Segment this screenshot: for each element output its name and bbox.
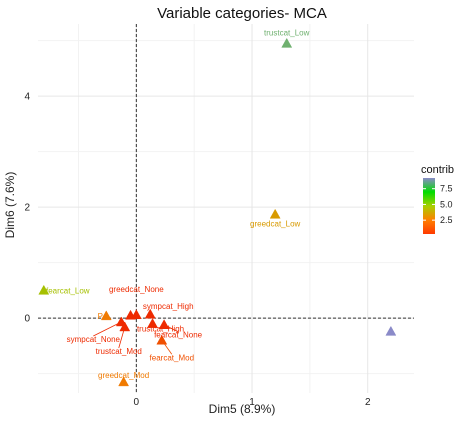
data-point [158,319,170,329]
point-label: greedcat_Low [250,219,300,228]
legend-ticks: 2.5 5.0 7.5 [423,184,453,225]
y-tick-label: 2 [24,203,30,214]
data-point [119,321,131,332]
legend-tick-label: 7.5 [440,184,453,194]
data-point [385,325,397,336]
point-label-fragment: P [98,312,103,321]
legend-title: contrib [421,164,454,176]
point-label: fearcat_Mod [150,353,194,362]
data-point [125,309,136,320]
data-point [144,308,156,319]
y-tick-label: 0 [24,314,30,325]
data-point [38,284,50,295]
x-tick-label: 0 [134,397,140,408]
chart-title: Variable categories- MCA [157,5,327,22]
x-tick-label: 1 [249,397,255,408]
points [38,37,397,387]
point-label: sympcat_High [143,302,194,311]
x-tick-label: 2 [365,397,371,408]
data-point [281,37,293,48]
point-label: trustcat_High [137,325,184,334]
data-point [269,208,281,219]
point-label: sympcat_None [67,335,121,344]
axes: 0 1 2 0 2 4 [24,92,371,408]
data-point [156,334,168,345]
point-label: greedcat_Mod [98,371,149,380]
point-label: trustcat_Mod [96,347,142,356]
x-axis-title: Dim5 (8.9%) [209,402,276,416]
data-point [147,318,158,328]
y-tick-label: 4 [24,92,30,103]
point-label: trustcat_Low [264,28,310,37]
data-point [118,376,130,387]
legend-tick-label: 5.0 [440,199,453,209]
reference-lines [38,24,414,393]
legend: contrib 2.5 5.0 7.5 [421,164,454,234]
y-axis-title: Dim6 (7.6%) [3,172,17,239]
label-connector [93,321,122,337]
legend-colorbar [423,178,435,234]
point-label: fearcat_None [154,331,203,340]
legend-tick-label: 2.5 [440,215,453,225]
data-point [100,310,112,321]
point-label: fearcat_Low [46,286,90,295]
point-label: greedcat_None [109,285,164,294]
